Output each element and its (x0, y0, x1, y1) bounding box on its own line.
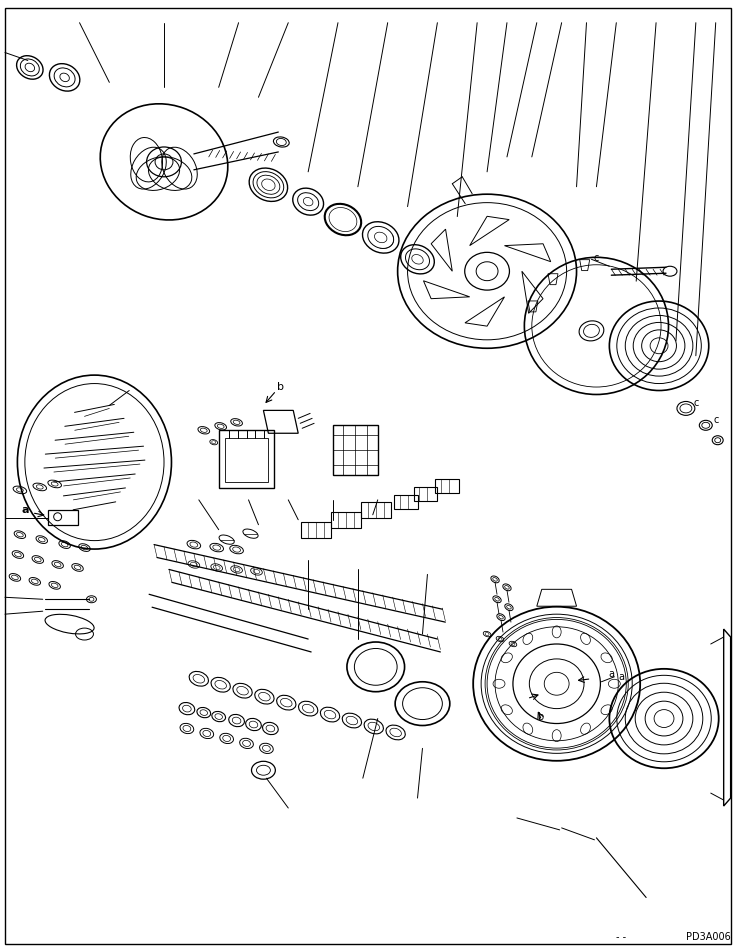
Text: c: c (713, 415, 719, 426)
Text: c: c (693, 399, 699, 408)
Text: a: a (21, 505, 29, 515)
Text: b: b (277, 382, 284, 391)
Text: - -: - - (616, 932, 627, 942)
Text: PD3A006: PD3A006 (686, 932, 730, 942)
Text: a: a (619, 672, 625, 682)
Text: b: b (536, 711, 543, 722)
Text: c: c (593, 253, 599, 264)
Text: a: a (608, 669, 614, 679)
